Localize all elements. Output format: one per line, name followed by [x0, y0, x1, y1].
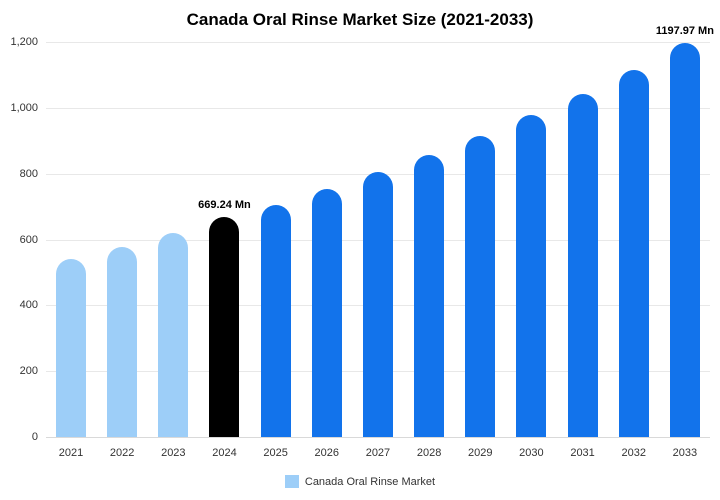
bar-2025 [260, 204, 291, 437]
bar-column: 1197.97 Mn 2033 [656, 25, 714, 459]
x-axis-label: 2028 [416, 447, 442, 459]
bar-2028 [414, 154, 445, 437]
bar-2031 [567, 93, 598, 437]
bar-column: 2022 [103, 42, 141, 459]
y-axis-tick: 400 [19, 299, 38, 312]
bar-2029 [465, 135, 496, 437]
bar-2023 [158, 232, 189, 437]
bar-2033 [669, 42, 700, 437]
bar-column: 2021 [52, 42, 90, 459]
bar-2032 [618, 70, 649, 437]
bar-2026 [311, 189, 342, 437]
x-axis-label: 2025 [263, 447, 288, 459]
y-axis-tick: 0 [31, 431, 38, 443]
y-axis-tick: 1,000 [10, 101, 38, 114]
x-axis-label: 2021 [58, 447, 84, 459]
y-axis-tick: 800 [19, 167, 38, 180]
gridline [46, 107, 710, 109]
bar-columns: 2021 2022 2023 669.24 Mn 2024 2025 2026 2027 202… [46, 25, 714, 459]
x-axis-label: 2032 [621, 447, 646, 459]
bar-column: 2030 [512, 42, 550, 459]
bar-column: 2031 [564, 42, 602, 459]
x-axis-label: 2030 [519, 447, 544, 459]
bar-value-label: 1197.97 Mn [655, 24, 714, 37]
x-axis-label: 2031 [570, 447, 595, 459]
bar-2021 [56, 259, 86, 437]
bar-column: 2025 [257, 42, 295, 459]
bar-value-label: 669.24 Mn [198, 198, 251, 211]
x-axis-label: 2023 [161, 447, 186, 459]
legend[interactable]: Canada Oral Rinse Market [0, 475, 720, 488]
plot-area: 2021 2022 2023 669.24 Mn 2024 2025 2026 2027 202… [46, 25, 714, 459]
bar-column: 669.24 Mn 2024 [198, 42, 251, 459]
x-axis-label: 2029 [468, 447, 493, 459]
x-axis-label: 2033 [672, 447, 698, 459]
legend-label: Canada Oral Rinse Market [304, 475, 436, 488]
x-axis-label: 2022 [109, 447, 135, 459]
legend-swatch-icon [284, 475, 299, 488]
x-axis-label: 2026 [314, 447, 340, 459]
bar-2030 [516, 114, 547, 437]
bar-column: 2027 [359, 42, 397, 459]
y-axis-tick: 600 [19, 233, 38, 246]
bar-2022 [107, 246, 138, 437]
bar-2024 [209, 216, 240, 437]
bar-column: 2029 [461, 42, 499, 459]
bar-column: 2023 [154, 42, 192, 459]
bar-2027 [362, 171, 393, 437]
y-axis-tick: 200 [19, 365, 38, 378]
bar-column: 2026 [308, 42, 346, 459]
gridline [46, 42, 710, 43]
x-axis-label: 2027 [365, 447, 391, 459]
y-axis-tick: 1,200 [10, 36, 38, 48]
bar-column: 2032 [615, 42, 653, 459]
chart-title: Canada Oral Rinse Market Size (2021-2033… [186, 10, 534, 29]
bar-column: 2028 [410, 42, 448, 459]
x-axis-label: 2024 [212, 447, 237, 459]
y-axis: 0 200 400 600 800 1,000 1,200 [0, 36, 40, 443]
